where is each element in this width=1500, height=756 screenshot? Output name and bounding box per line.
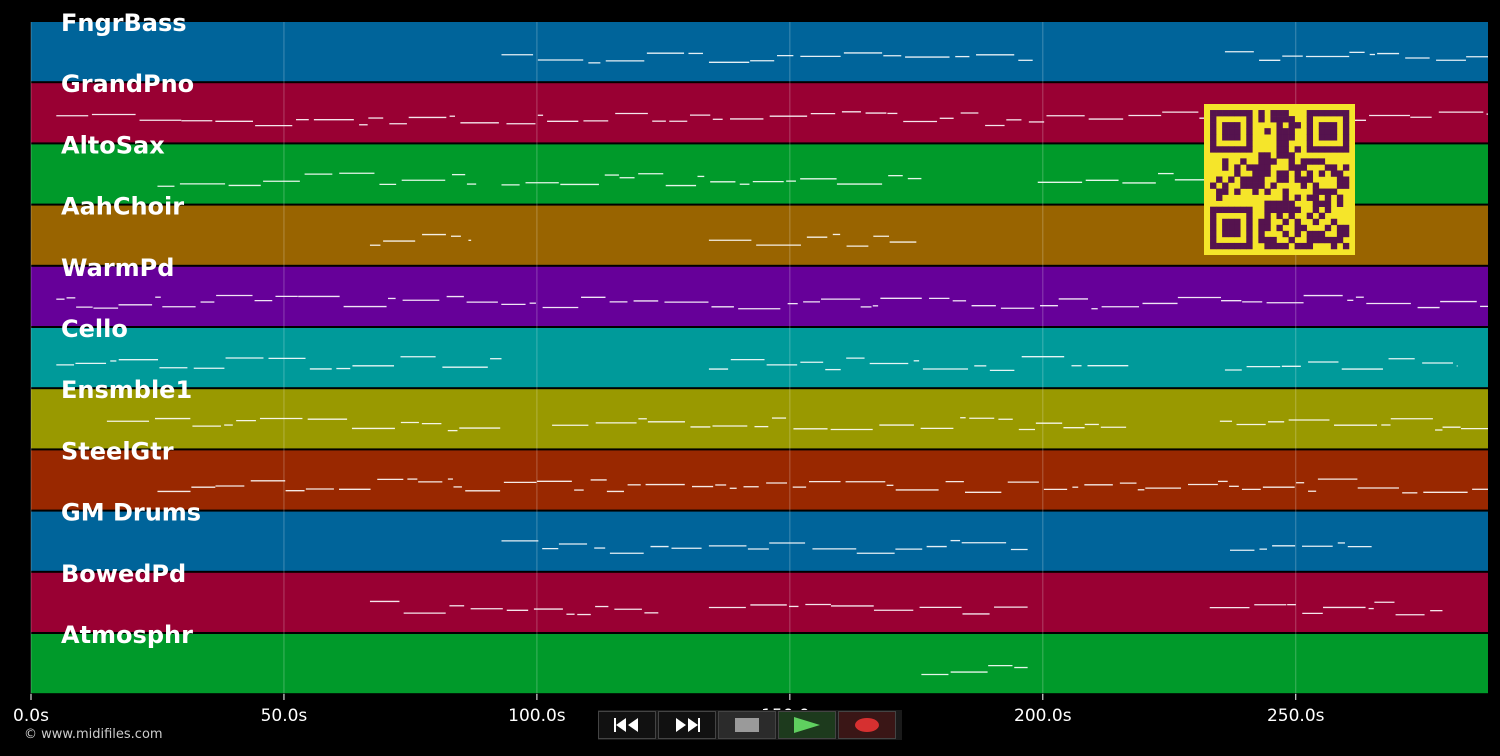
time-grid: [30, 22, 1297, 696]
stop-button[interactable]: [718, 711, 776, 739]
track-lane: [31, 266, 1488, 326]
track-lane: [31, 634, 1488, 694]
rewind-button[interactable]: [598, 711, 656, 739]
track-lane: [31, 22, 1488, 82]
track-lane: [31, 450, 1488, 510]
track-lane: [31, 389, 1488, 449]
track-lane: [31, 511, 1488, 571]
tick-label: 50.0s: [261, 706, 308, 726]
stop-icon: [735, 718, 759, 732]
tick-label: 100.0s: [508, 706, 566, 726]
note-layer: [56, 51, 1488, 676]
copyright-text: © www.midifiles.com: [24, 727, 163, 742]
track-name: AahChoir: [61, 193, 184, 221]
track-name: BowedPd: [61, 560, 186, 588]
record-button[interactable]: [838, 711, 896, 739]
track-name: FngrBass: [61, 9, 187, 37]
tick-label: 0.0s: [13, 706, 49, 726]
track-name: Cello: [61, 315, 128, 343]
track-name: GrandPno: [61, 70, 194, 98]
track-lane: [31, 572, 1488, 632]
tick-label: 250.0s: [1267, 706, 1325, 726]
play-button[interactable]: [778, 711, 836, 739]
track-name: Atmosphr: [61, 621, 193, 649]
record-icon: [855, 718, 879, 732]
qr-code: [1204, 104, 1355, 255]
fast-forward-icon: [676, 718, 700, 732]
track-name: SteelGtr: [61, 437, 174, 465]
track-name: WarmPd: [61, 254, 174, 282]
track-labels: FngrBass GrandPno AltoSax AahChoir WarmPd Cel…: [61, 9, 201, 649]
fast-forward-button[interactable]: [658, 711, 716, 739]
rewind-icon: [614, 718, 638, 732]
track-name: AltoSax: [61, 131, 165, 159]
track-name: GM Drums: [61, 499, 201, 527]
play-icon: [794, 717, 820, 733]
track-lane: [31, 328, 1488, 388]
transport-bar: [598, 710, 902, 740]
track-name: Ensmble1: [61, 376, 192, 404]
tick-label: 200.0s: [1014, 706, 1072, 726]
